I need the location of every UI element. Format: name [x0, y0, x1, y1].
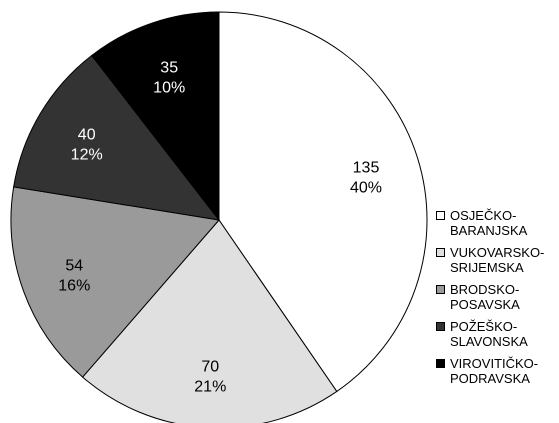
legend-item: VIROVITIČKO- PODRAVSKA: [436, 356, 559, 386]
legend-label: OSJEČKO- BARANJSKA: [450, 208, 528, 238]
slice-value-label: 35: [160, 59, 178, 76]
slice-percent-label: 40%: [350, 179, 382, 196]
pie-slice: [13, 54, 221, 221]
legend-label: BRODSKO- POSAVSKA: [450, 282, 520, 312]
legend-label: VIROVITIČKO- PODRAVSKA: [450, 356, 539, 386]
pie-slice: [218, 11, 428, 393]
slice-percent-label: 12%: [71, 146, 103, 163]
slice-data-label: 135 40%: [350, 159, 382, 196]
legend-swatch: [436, 359, 445, 368]
legend-label: POŽEŠKO- SLAVONSKA: [450, 319, 528, 349]
pie-slice: [81, 219, 338, 423]
slice-data-label: 40 12%: [71, 126, 103, 163]
slice-data-label: 35 10%: [153, 59, 185, 96]
legend-swatch: [436, 285, 445, 294]
legend-item: BRODSKO- POSAVSKA: [436, 282, 559, 312]
legend-item: POŽEŠKO- SLAVONSKA: [436, 319, 559, 349]
legend-item: VUKOVARSKO- SRIJEMSKA: [436, 245, 559, 275]
slice-data-label: 70 21%: [194, 359, 226, 396]
legend-item: OSJEČKO- BARANJSKA: [436, 208, 559, 238]
legend-swatch: [436, 322, 445, 331]
slice-percent-label: 21%: [194, 379, 226, 396]
slice-percent-label: 10%: [153, 79, 185, 96]
legend-swatch: [436, 211, 445, 220]
slice-value-label: 54: [65, 258, 83, 275]
slice-value-label: 40: [78, 126, 96, 143]
slice-percent-label: 16%: [58, 278, 90, 295]
pie-slice: [91, 11, 220, 222]
legend-swatch: [436, 248, 445, 257]
chart-legend: OSJEČKO- BARANJSKA VUKOVARSKO- SRIJEMSKA B…: [436, 208, 559, 393]
legend-label: VUKOVARSKO- SRIJEMSKA: [450, 245, 545, 275]
pie-slice: [10, 186, 220, 378]
slice-value-label: 135: [353, 159, 380, 176]
slice-data-label: 54 16%: [58, 258, 90, 295]
slice-value-label: 70: [201, 359, 219, 376]
